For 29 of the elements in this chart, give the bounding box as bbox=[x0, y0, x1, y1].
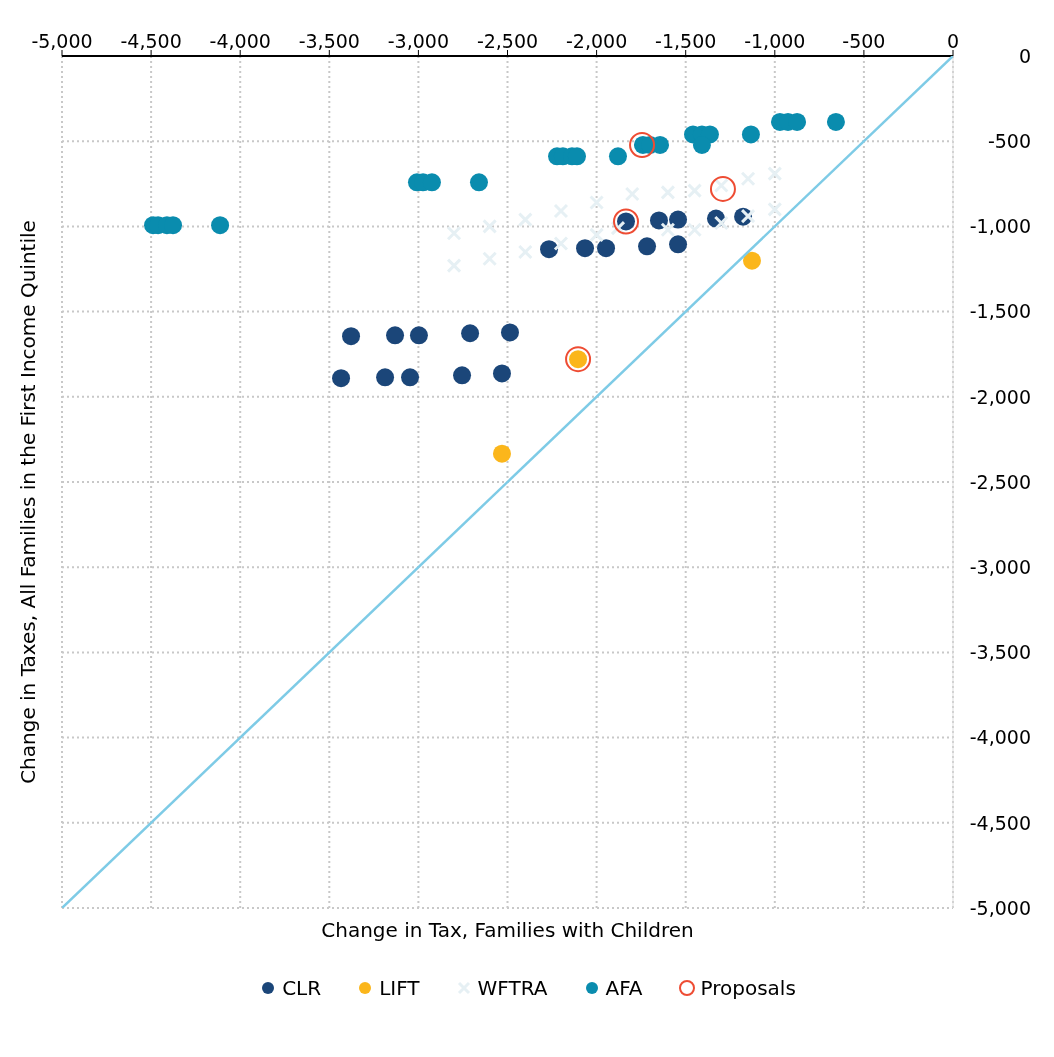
y-tick-label: -4,000 bbox=[969, 726, 1031, 749]
x-tick-label: -3,000 bbox=[387, 30, 450, 52]
x-tick-label: -2,000 bbox=[565, 30, 628, 52]
x-tick-label: -1,500 bbox=[655, 30, 717, 52]
y-tick-label: -4,500 bbox=[969, 811, 1031, 834]
legend-label: CLR bbox=[282, 976, 322, 1000]
x-tick-label: -4,500 bbox=[120, 30, 182, 52]
y-tick-label: -5,000 bbox=[969, 896, 1031, 919]
x-tick-label: 0 bbox=[946, 30, 960, 52]
legend-label: AFA bbox=[605, 976, 643, 1000]
y-tick-label: -3,000 bbox=[969, 555, 1031, 578]
y-tick-label: -3,500 bbox=[969, 641, 1031, 664]
x-tick-label: -4,000 bbox=[209, 30, 271, 52]
x-tick-label: -2,500 bbox=[476, 30, 539, 52]
legend-label: WFTRA bbox=[477, 976, 548, 1000]
x-tick-label: -500 bbox=[842, 30, 886, 52]
x-axis-title: Change in Tax, Families with Children bbox=[320, 918, 695, 942]
y-tick-label: -2,500 bbox=[969, 470, 1031, 493]
y-tick-label: 0 bbox=[1018, 44, 1031, 67]
y-axis-title: Change in Taxes, All Families in the First Income Quintile bbox=[16, 219, 41, 784]
y-tick-label: -1,000 bbox=[969, 215, 1031, 238]
legend-label: LIFT bbox=[379, 976, 420, 1000]
legend-label: Proposals bbox=[700, 976, 796, 1000]
x-tick-label: -3,500 bbox=[298, 30, 360, 52]
y-tick-label: -2,000 bbox=[969, 385, 1031, 408]
y-tick-label: -1,500 bbox=[969, 300, 1031, 323]
x-tick-label: -5,000 bbox=[31, 30, 93, 52]
y-tick-label: -500 bbox=[987, 129, 1031, 152]
x-tick-label: -1,000 bbox=[744, 30, 806, 52]
